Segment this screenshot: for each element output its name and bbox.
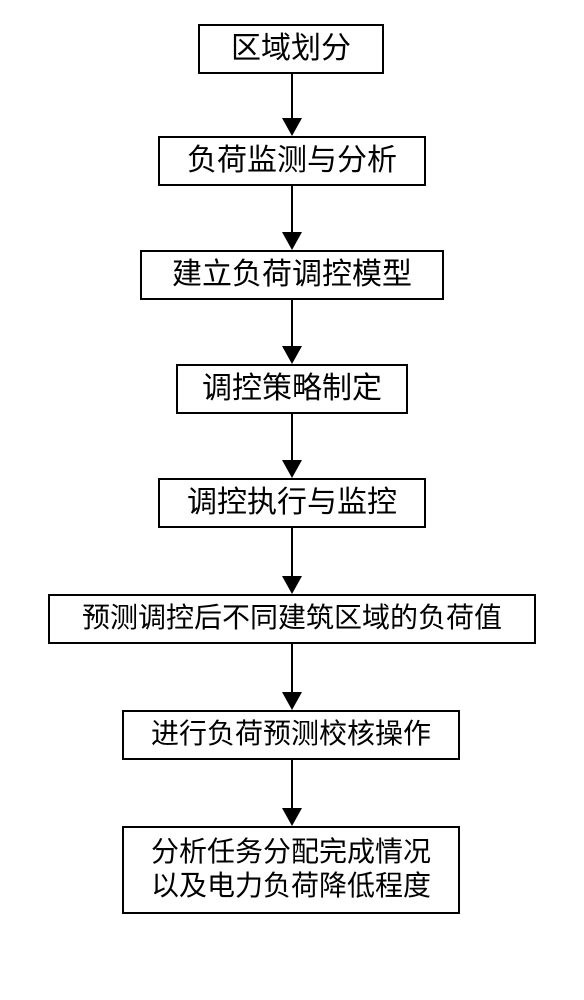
node-build-load-control-model: 建立负荷调控模型 — [140, 250, 444, 300]
node-analyze-task-and-load-reduction: 分析任务分配完成情况 以及电力负荷降低程度 — [122, 826, 460, 914]
flowchart-canvas: 区域划分 负荷监测与分析 建立负荷调控模型 调控策略制定 调控执行与监控 预测调… — [0, 0, 584, 1000]
arrowhead-down-icon — [282, 576, 302, 594]
arrow-7-8 — [272, 760, 312, 826]
node-predict-load-per-area: 预测调控后不同建筑区域的负荷值 — [48, 594, 536, 644]
arrow-5-6 — [272, 528, 312, 594]
arrow-6-7 — [272, 644, 312, 710]
node-label: 调控策略制定 — [202, 371, 382, 407]
node-load-prediction-check: 进行负荷预测校核操作 — [122, 710, 460, 760]
arrow-1-2 — [272, 74, 312, 136]
arrow-3-4 — [272, 300, 312, 364]
arrowhead-down-icon — [282, 346, 302, 364]
node-control-execution-monitoring: 调控执行与监控 — [158, 478, 426, 528]
arrow-shaft — [291, 528, 293, 576]
arrowhead-down-icon — [282, 460, 302, 478]
node-label: 建立负荷调控模型 — [172, 257, 412, 293]
arrow-4-5 — [272, 414, 312, 478]
arrow-shaft — [291, 414, 293, 460]
arrowhead-down-icon — [282, 232, 302, 250]
arrowhead-down-icon — [282, 808, 302, 826]
node-label: 负荷监测与分析 — [187, 143, 397, 179]
node-label: 调控执行与监控 — [187, 485, 397, 521]
arrowhead-down-icon — [282, 118, 302, 136]
node-load-monitoring-analysis: 负荷监测与分析 — [158, 136, 426, 186]
arrow-shaft — [291, 760, 293, 808]
node-label: 分析任务分配完成情况 以及电力负荷降低程度 — [151, 836, 431, 903]
node-area-division: 区域划分 — [198, 24, 384, 74]
node-label: 预测调控后不同建筑区域的负荷值 — [82, 602, 502, 636]
arrowhead-down-icon — [282, 692, 302, 710]
arrow-shaft — [291, 644, 293, 692]
node-label: 区域划分 — [231, 31, 351, 67]
arrow-shaft — [291, 300, 293, 346]
node-label: 进行负荷预测校核操作 — [151, 718, 431, 752]
arrow-2-3 — [272, 186, 312, 250]
arrow-shaft — [291, 186, 293, 232]
arrow-shaft — [291, 74, 293, 118]
node-control-strategy: 调控策略制定 — [176, 364, 408, 414]
